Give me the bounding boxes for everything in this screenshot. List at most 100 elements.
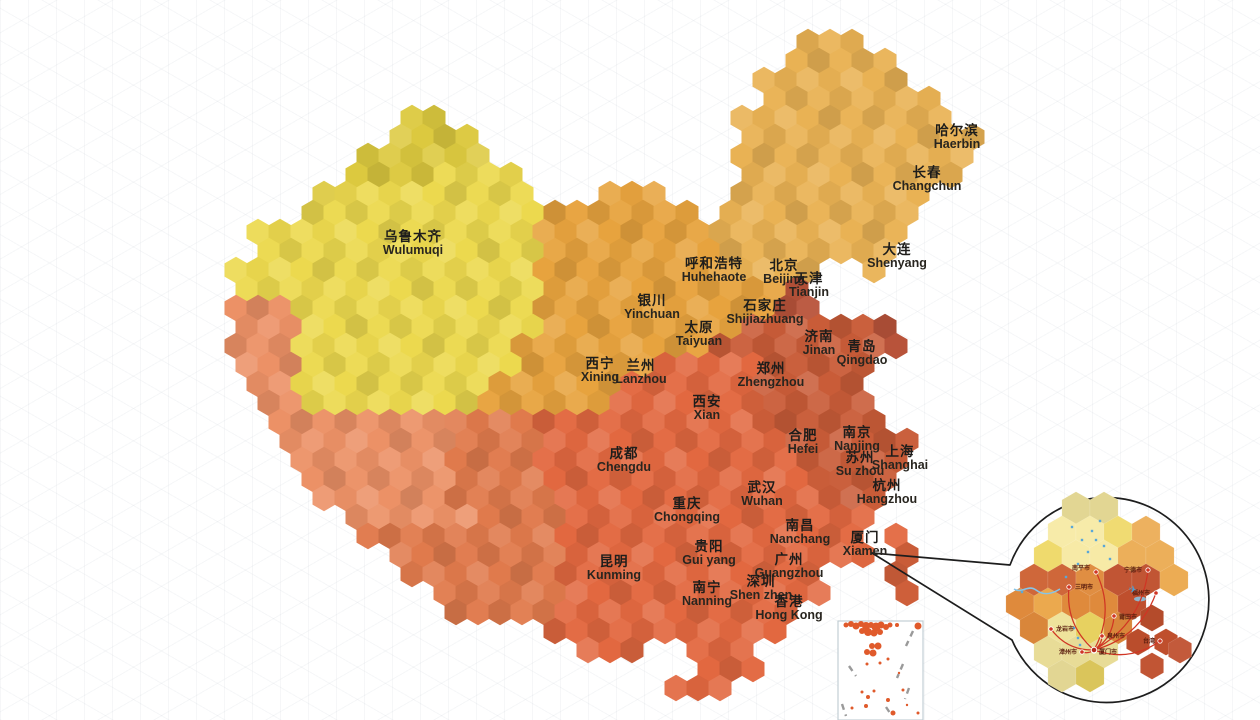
inset-city-dot[interactable] [1153, 590, 1159, 596]
city-marker-yinchuan[interactable]: 银川 Yinchuan [624, 294, 680, 321]
island-dot [886, 657, 890, 661]
city-marker-qingdao[interactable]: 青岛 Qingdao [837, 340, 888, 367]
city-marker-haerbin[interactable]: 哈尔滨 Haerbin [934, 124, 981, 151]
city-marker-shenyang[interactable]: 大连 Shenyang [867, 243, 927, 270]
inset-hub-dot[interactable] [1090, 646, 1098, 654]
island-dot [905, 703, 909, 707]
inset-taiwan-hex [1140, 652, 1164, 680]
city-marker-hefei[interactable]: 合肥 Hefei [788, 429, 819, 456]
inset-city-dot[interactable] [1048, 626, 1054, 632]
inset-city-label[interactable]: 莆田市 [1119, 613, 1137, 621]
city-marker-jinan[interactable]: 济南 Jinan [803, 330, 836, 357]
city-marker-chengdu[interactable]: 成都 Chengdu [597, 447, 651, 474]
map-hex-tile [851, 541, 875, 569]
city-marker-shanghai[interactable]: 上海 Shanghai [872, 445, 928, 472]
city-marker-nanjing[interactable]: 南京 Nanjing [834, 426, 880, 453]
flight-arc [1067, 586, 1095, 651]
city-name-en: Shijiazhuang [726, 311, 804, 326]
inset-city-dot[interactable] [1066, 584, 1072, 590]
city-marker-guangzhou[interactable]: 广州 Guangzhou [755, 553, 824, 580]
blue-dot [1102, 544, 1106, 548]
city-marker-zhengzhou[interactable]: 郑州 Zhengzhou [738, 362, 805, 389]
city-marker-nanchang[interactable]: 南昌 Nanchang [770, 519, 830, 546]
city-name-en: Tianjin [788, 284, 830, 299]
city-name-zh: 西安 [692, 394, 722, 409]
city-marker-hangzhou[interactable]: 杭州 Hangzhou [857, 479, 917, 506]
inset-city-label[interactable]: 泉州市 [1106, 632, 1125, 640]
map-hex-tile [939, 161, 963, 189]
island-dot [877, 621, 885, 629]
inset-city-label[interactable]: 三明市 [1075, 583, 1093, 591]
map-hex-tile [763, 617, 787, 645]
blue-dot [1076, 636, 1080, 640]
island-dot [897, 671, 901, 675]
city-name-en: Taiyuan [675, 333, 723, 348]
island-dot [870, 629, 878, 637]
inset-city-label[interactable]: 福州市 [1131, 589, 1150, 597]
island-dot [859, 628, 865, 634]
city-name-zh: 青岛 [847, 339, 877, 354]
island-dot [866, 695, 870, 699]
island-dot [852, 622, 860, 630]
city-name-en: Shenyang [867, 255, 927, 270]
city-name-en: Chengdu [596, 459, 652, 474]
inset-city-dot[interactable] [1079, 649, 1085, 655]
island-dot [901, 688, 905, 692]
city-marker-su-zhou[interactable]: 苏州 Su zhou [836, 451, 885, 478]
city-marker-xian[interactable]: 西安 Xian [693, 395, 722, 422]
city-marker-lanzhou[interactable]: 兰州 Lanzhou [615, 359, 666, 386]
inset-city-dot[interactable] [1093, 569, 1099, 575]
nine-dash-line-segment [903, 687, 911, 700]
city-name-zh: 南宁 [692, 580, 722, 595]
city-marker-gui-yang[interactable]: 贵阳 Gui yang [682, 540, 735, 567]
city-marker-kunming[interactable]: 昆明 Kunming [587, 555, 641, 582]
city-marker-nanning[interactable]: 南宁 Nanning [682, 581, 732, 608]
city-marker-chongqing[interactable]: 重庆 Chongqing [654, 497, 720, 524]
blue-dot [1086, 550, 1090, 554]
city-marker-xining[interactable]: 西宁 Xining [581, 357, 619, 384]
inset-city-dot[interactable] [1157, 638, 1163, 644]
blue-dot [1090, 529, 1094, 533]
city-name-zh: 重庆 [672, 496, 702, 511]
city-marker-xiamen[interactable]: 厦门 Xiamen [843, 531, 887, 558]
flight-arc [1050, 628, 1095, 651]
island-dot [872, 689, 876, 693]
city-marker-wulumuqi[interactable]: 乌鲁木齐 Wulumuqi [383, 230, 443, 257]
city-name-en: Hefei [787, 441, 819, 456]
island-dot [869, 649, 877, 657]
city-marker-shijiazhuang[interactable]: 石家庄 Shijiazhuang [726, 299, 803, 326]
inset-city-dot[interactable] [1099, 633, 1105, 639]
city-name-zh: 南昌 [785, 518, 815, 533]
island-dot [860, 690, 864, 694]
inset-city-label[interactable]: 宁德市 [1124, 566, 1142, 574]
map-hex-tile [884, 332, 908, 360]
city-marker-wuhan[interactable]: 武汉 Wuhan [741, 481, 782, 508]
city-name-en: Shanghai [871, 457, 929, 472]
city-name-en: Shen zhen [729, 587, 793, 602]
city-name-en: Chongqing [654, 509, 720, 524]
city-marker-beijing[interactable]: 北京 Beijing [763, 259, 805, 286]
city-marker-hong-kong[interactable]: 香港 Hong Kong [755, 595, 822, 622]
city-name-en: Changchun [892, 178, 962, 193]
south-china-sea-inset [837, 620, 924, 720]
inset-city-dot[interactable] [1145, 567, 1151, 573]
inset-city-label[interactable]: 龙岩市 [1056, 625, 1074, 633]
city-marker-shen-zhen[interactable]: 深圳 Shen zhen [730, 575, 793, 602]
city-marker-tianjin[interactable]: 天津 Tianjin [789, 272, 829, 299]
inset-city-label[interactable]: 南平市 [1072, 564, 1090, 572]
city-name-zh: 昆明 [599, 554, 629, 569]
city-marker-changchun[interactable]: 长春 Changchun [893, 166, 962, 193]
inset-city-label[interactable]: 台湾 [1143, 637, 1155, 645]
map-hex-tile [708, 674, 732, 702]
inset-city-label[interactable]: 漳州市 [1059, 648, 1077, 656]
city-name-en: Kunming [586, 567, 642, 582]
city-marker-huhehaote[interactable]: 呼和浩特 Huhehaote [682, 257, 747, 284]
china-hex-layer [224, 28, 985, 702]
inset-city-label[interactable]: 厦门市 [1099, 648, 1117, 656]
island-dot [864, 704, 868, 708]
island-dot [874, 642, 882, 650]
city-marker-taiyuan[interactable]: 太原 Taiyuan [676, 321, 722, 348]
island-dot [864, 649, 870, 655]
inset-city-dot[interactable] [1111, 613, 1117, 619]
